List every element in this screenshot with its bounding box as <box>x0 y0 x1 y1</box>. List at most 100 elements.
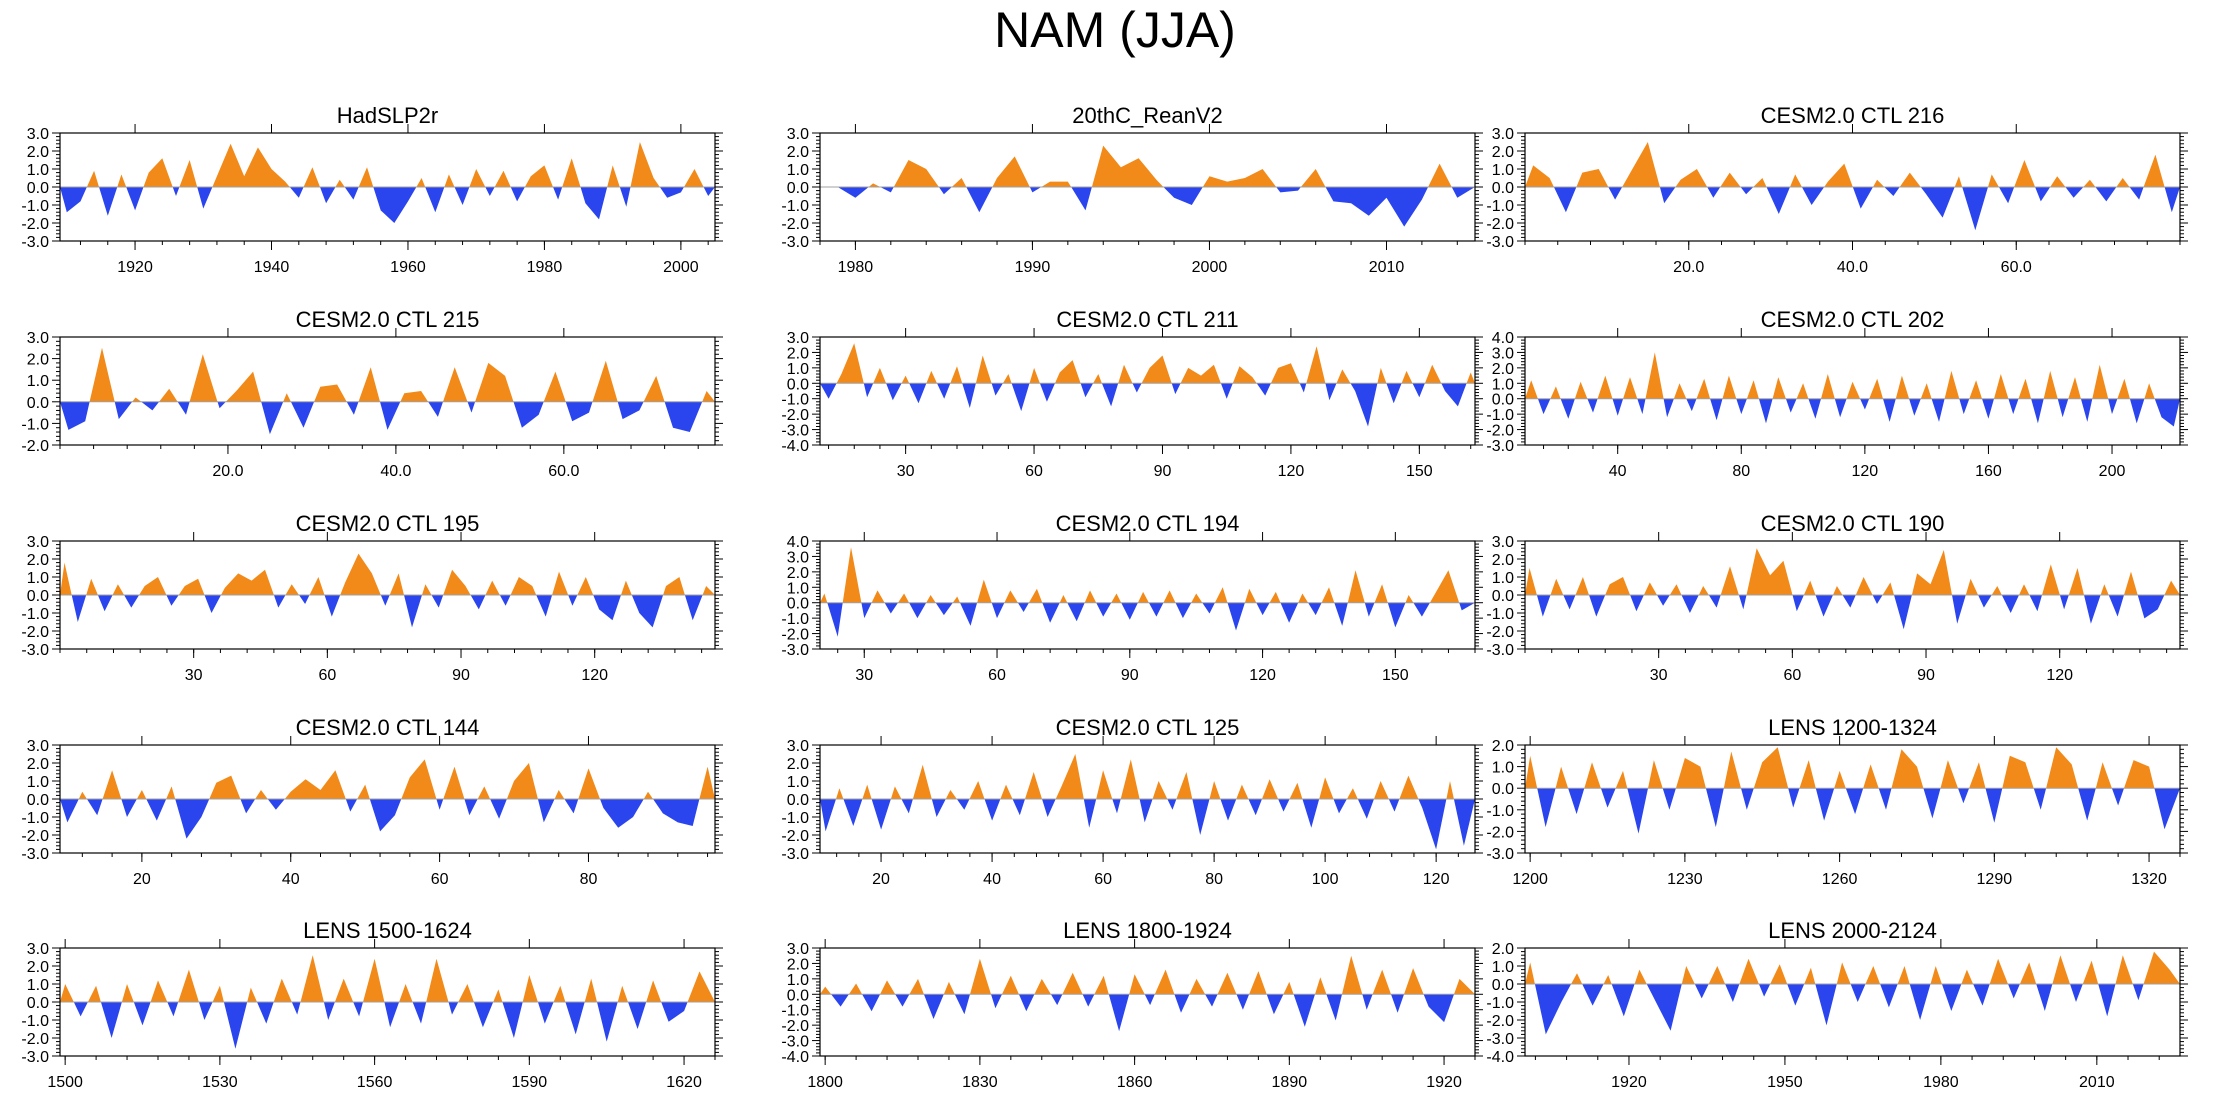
x-tick-label: 120 <box>581 667 608 684</box>
negative-area <box>60 1002 715 1049</box>
x-tick-label: 1590 <box>512 1074 548 1091</box>
y-tick-label: -3.0 <box>21 846 49 863</box>
x-tick-label: 1920 <box>1426 1074 1462 1091</box>
y-tick-label: -2.0 <box>21 438 49 455</box>
negative-area <box>60 799 715 839</box>
x-tick-label: 120 <box>1423 871 1450 888</box>
panel-title: CESM2.0 CTL 190 <box>1761 511 1945 536</box>
y-tick-label: -1.0 <box>21 1013 49 1030</box>
y-tick-label: 3.0 <box>787 330 809 347</box>
x-tick-label: 80 <box>1205 871 1223 888</box>
y-tick-label: 0.0 <box>27 995 49 1012</box>
panel: CESM2.0 CTL 144 3.02.01.00.0-1.0-2.0-3.0 2… <box>21 715 723 888</box>
y-tick-label: -2.0 <box>781 627 809 644</box>
y-tick-label: -2.0 <box>1486 423 1514 440</box>
y-tick-label: -3.0 <box>1486 234 1514 251</box>
x-tick-label: 150 <box>1406 463 1433 480</box>
y-tick-label: -3.0 <box>21 1049 49 1066</box>
y-tick-label: 2.0 <box>787 756 809 773</box>
x-tick-label: 1620 <box>666 1074 702 1091</box>
positive-area <box>60 759 715 799</box>
positive-area <box>1525 747 2180 789</box>
panel: CESM2.0 CTL 194 4.03.02.01.00.0-1.0-2.0-3… <box>781 511 1483 684</box>
y-tick-label: 1.0 <box>787 774 809 791</box>
positive-area <box>1525 548 2180 595</box>
x-tick-label: 1980 <box>1923 1074 1959 1091</box>
x-tick-label: 200 <box>2099 463 2126 480</box>
y-tick-label: -4.0 <box>781 1049 809 1066</box>
y-tick-label: 3.0 <box>1492 126 1514 143</box>
y-tick-label: 2.0 <box>1492 552 1514 569</box>
x-tick-label: 80 <box>580 871 598 888</box>
y-tick-label: -3.0 <box>1486 438 1514 455</box>
y-tick-label: 4.0 <box>787 534 809 551</box>
y-tick-label: -3.0 <box>781 846 809 863</box>
y-tick-label: 1.0 <box>787 972 809 989</box>
y-tick-label: 1.0 <box>1492 959 1514 976</box>
y-tick-label: 0.0 <box>787 987 809 1004</box>
x-tick-label: 60 <box>1025 463 1043 480</box>
positive-area <box>1525 951 2180 984</box>
y-tick-label: 1.0 <box>27 373 49 390</box>
plot-frame <box>59 336 716 446</box>
x-tick-label: 40.0 <box>1837 259 1868 276</box>
y-tick-label: -1.0 <box>1486 198 1514 215</box>
x-tick-label: 40 <box>983 871 1001 888</box>
y-tick-label: 0.0 <box>787 180 809 197</box>
panel: CESM2.0 CTL 125 3.02.01.00.0-1.0-2.0-3.0 2… <box>781 715 1483 888</box>
y-tick-label: -4.0 <box>1486 1049 1514 1066</box>
x-tick-label: 1200 <box>1512 871 1548 888</box>
x-tick-label: 60 <box>318 667 336 684</box>
y-tick-label: -1.0 <box>1486 995 1514 1012</box>
y-tick-label: 0.0 <box>27 395 49 412</box>
panel-title: HadSLP2r <box>337 103 439 128</box>
panel: LENS 2000-2124 2.01.00.0-1.0-2.0-3.0-4.0 1… <box>1486 918 2188 1091</box>
y-tick-label: 2.0 <box>787 144 809 161</box>
x-tick-label: 60 <box>431 871 449 888</box>
panel-title: CESM2.0 CTL 144 <box>296 715 480 740</box>
panel: LENS 1200-1324 2.0 1.0 0.0 -1.0 -2.0 -3.0 1200 1… <box>1486 715 2188 888</box>
y-tick-label: -1.0 <box>1486 606 1514 623</box>
panel-title: CESM2.0 CTL 216 <box>1761 103 1945 128</box>
y-tick-label: -3.0 <box>1486 846 1514 863</box>
plot-frame <box>1524 744 2181 854</box>
y-tick-label: 2.0 <box>27 756 49 773</box>
y-tick-label: 3.0 <box>27 738 49 755</box>
y-tick-label: 0.0 <box>1492 180 1514 197</box>
y-tick-label: 3.0 <box>787 941 809 958</box>
panel: LENS 1800-1924 3.02.01.00.0-1.0-2.0-3.0-4… <box>781 918 1483 1091</box>
x-tick-label: 20 <box>133 871 151 888</box>
y-tick-label: -3.0 <box>781 234 809 251</box>
plot-frame <box>819 947 1476 1057</box>
x-tick-label: 120 <box>1852 463 1879 480</box>
x-tick-label: 1960 <box>390 259 426 276</box>
panel-title: CESM2.0 CTL 194 <box>1056 511 1240 536</box>
x-tick-label: 90 <box>452 667 470 684</box>
x-tick-label: 30 <box>1650 667 1668 684</box>
figure-title: NAM (JJA) <box>994 2 1236 58</box>
y-tick-label: -2.0 <box>21 1031 49 1048</box>
y-tick-label: 0.0 <box>787 376 809 393</box>
y-tick-label: 3.0 <box>27 941 49 958</box>
negative-area <box>1525 984 2180 1035</box>
panel-title: CESM2.0 CTL 215 <box>296 307 480 332</box>
positive-area <box>60 142 715 187</box>
y-tick-label: 1.0 <box>1492 162 1514 179</box>
y-tick-label: -3.0 <box>1486 1031 1514 1048</box>
y-tick-label: 2.0 <box>1492 144 1514 161</box>
panel: CESM2.0 CTL 195 3.02.01.00.0-1.0-2.0-3.0 3… <box>21 511 723 684</box>
x-tick-label: 2000 <box>663 259 699 276</box>
y-tick-label: -1.0 <box>21 198 49 215</box>
x-tick-label: 160 <box>1975 463 2002 480</box>
y-tick-label: 1.0 <box>27 162 49 179</box>
y-tick-label: 0.0 <box>27 180 49 197</box>
y-tick-label: -1.0 <box>21 810 49 827</box>
y-tick-label: 0.0 <box>787 792 809 809</box>
y-tick-label: 3.0 <box>27 534 49 551</box>
negative-area <box>1525 595 2180 630</box>
negative-area <box>820 994 1475 1032</box>
y-tick-label: -3.0 <box>21 642 49 659</box>
x-tick-label: 60 <box>1094 871 1112 888</box>
y-tick-label: 3.0 <box>1492 534 1514 551</box>
